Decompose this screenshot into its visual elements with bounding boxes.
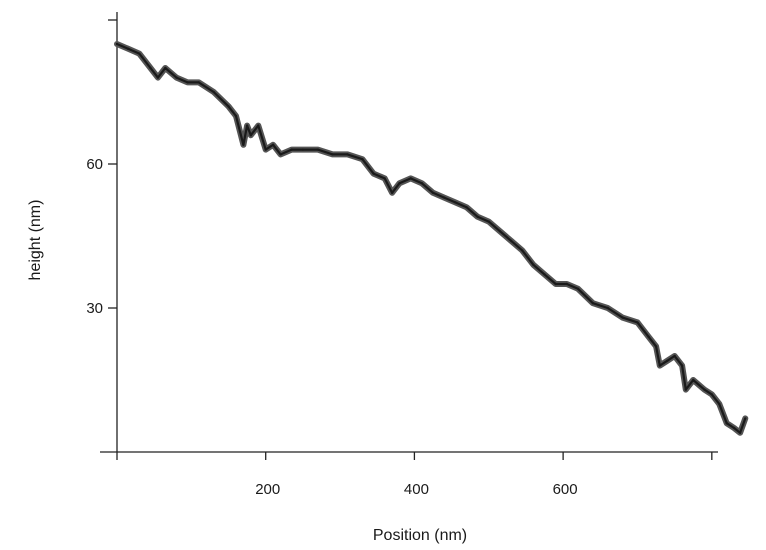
data-point bbox=[431, 191, 435, 194]
data-point bbox=[149, 66, 152, 70]
data-point bbox=[257, 124, 260, 127]
y-axis-title: height (nm) bbox=[27, 200, 44, 281]
data-point bbox=[521, 249, 524, 252]
data-point bbox=[509, 239, 513, 242]
data-point bbox=[175, 76, 178, 79]
data-point bbox=[164, 66, 167, 70]
data-point bbox=[138, 52, 141, 55]
data-point bbox=[372, 172, 375, 175]
data-point bbox=[346, 153, 349, 156]
data-point bbox=[543, 273, 546, 276]
data-point bbox=[316, 148, 319, 151]
data-point bbox=[115, 42, 119, 46]
y-tick-label-60: 60 bbox=[86, 156, 103, 173]
x-tick-label-200: 200 bbox=[255, 481, 280, 498]
data-point bbox=[465, 206, 468, 209]
data-point bbox=[383, 177, 386, 180]
data-point bbox=[197, 81, 200, 84]
data-point bbox=[532, 263, 535, 266]
data-point bbox=[565, 282, 569, 286]
y-tick-label-30: 30 bbox=[86, 300, 103, 317]
data-point bbox=[680, 364, 684, 367]
data-point bbox=[647, 335, 650, 338]
data-point bbox=[666, 359, 669, 362]
data-point bbox=[606, 306, 609, 310]
x-axis-title: Position (nm) bbox=[373, 527, 467, 544]
data-point bbox=[576, 287, 580, 290]
data-point bbox=[591, 302, 595, 305]
data-point bbox=[212, 90, 215, 94]
data-point bbox=[279, 153, 282, 156]
data-point bbox=[487, 220, 490, 223]
x-tick-label-400: 400 bbox=[404, 481, 429, 498]
data-point bbox=[156, 76, 160, 79]
data-point bbox=[126, 47, 130, 50]
x-ticks: 200 400 600 bbox=[116, 452, 713, 498]
data-point bbox=[621, 316, 624, 319]
data-point bbox=[673, 354, 676, 358]
data-point bbox=[264, 148, 267, 151]
data-point bbox=[245, 124, 249, 127]
series-line-0 bbox=[116, 42, 747, 434]
data-point bbox=[442, 196, 446, 199]
axes bbox=[100, 12, 718, 453]
data-point bbox=[744, 417, 747, 420]
y-ticks: 30 60 bbox=[86, 19, 117, 317]
data-point bbox=[692, 378, 695, 382]
data-point bbox=[476, 215, 479, 218]
data-point bbox=[732, 426, 736, 430]
data-point bbox=[409, 177, 412, 180]
data-point bbox=[684, 388, 687, 391]
data-point bbox=[658, 364, 661, 367]
data-point bbox=[654, 345, 658, 348]
data-point bbox=[703, 388, 706, 391]
data-point bbox=[290, 148, 293, 151]
data-point bbox=[361, 158, 364, 161]
data-point bbox=[498, 230, 502, 233]
data-point bbox=[331, 153, 334, 156]
data-point bbox=[636, 321, 639, 324]
data-point bbox=[242, 143, 245, 146]
data-point bbox=[454, 201, 457, 204]
data-point bbox=[227, 105, 230, 108]
series-band-0 bbox=[114, 41, 749, 436]
data-point bbox=[554, 282, 557, 286]
data-point bbox=[725, 422, 728, 425]
data-point bbox=[710, 393, 714, 396]
data-point bbox=[234, 114, 238, 118]
data-point bbox=[738, 431, 742, 434]
data-point bbox=[186, 81, 189, 84]
plot-area bbox=[114, 41, 749, 436]
data-point bbox=[420, 182, 424, 185]
data-point bbox=[301, 148, 305, 151]
x-tick-label-600: 600 bbox=[553, 481, 578, 498]
data-point bbox=[271, 143, 275, 146]
data-point bbox=[249, 134, 253, 137]
data-point bbox=[398, 182, 401, 185]
data-point bbox=[390, 191, 394, 194]
data-point bbox=[718, 402, 721, 406]
